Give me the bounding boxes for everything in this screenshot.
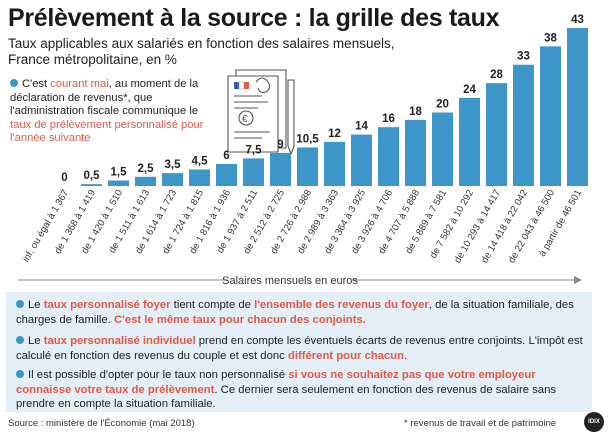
bullet-individuel: Le taux personnalisé individuel prend en… xyxy=(16,334,586,363)
bar-value-label-9: 10,5 xyxy=(296,133,319,145)
bar-17 xyxy=(513,64,534,186)
bullet-dot-icon xyxy=(16,370,24,378)
bar-value-label-18: 38 xyxy=(544,32,557,44)
note-text-2: , au moment de la déclaration de revenus… xyxy=(10,78,199,118)
bar-value-label-13: 18 xyxy=(409,106,422,118)
bar-value-label-1: 0,5 xyxy=(84,170,101,182)
bullet-highlight: si vous ne souhaitez pas que votre emplo… xyxy=(16,369,536,396)
bar-value-label-6: 6 xyxy=(223,150,229,162)
bullet-dot-icon xyxy=(16,300,24,308)
note-text-1: C'est xyxy=(22,78,51,90)
bullet-highlight: différent pour chacun xyxy=(287,349,405,362)
bullet-non-personnalise: Il est possible d'opter pour le taux non… xyxy=(16,368,586,412)
bullet-text: tient compte de xyxy=(170,299,255,311)
bullet-text: Il est possible d'opter pour le taux non… xyxy=(28,369,289,381)
bar-8 xyxy=(270,152,291,186)
bar-value-label-11: 14 xyxy=(355,121,368,133)
x-axis-title: Salaires mensuels en euros xyxy=(222,275,358,287)
bar-value-label-7: 7,5 xyxy=(246,144,263,156)
bar-value-label-15: 24 xyxy=(463,84,476,96)
bar-18 xyxy=(540,46,561,186)
bullet-highlight: taux personnalisé individuel xyxy=(43,335,196,347)
info-box: Le taux personnalisé foyer tient compte … xyxy=(6,292,592,412)
bullet-text: . Ce dernier sera seulement en fonction … xyxy=(16,383,557,411)
bar-15 xyxy=(459,97,480,186)
intro-note: C'est courant mai, au moment de la décla… xyxy=(10,78,210,146)
bar-value-label-3: 2,5 xyxy=(138,163,155,175)
bullet-text: prend en compte les éventuels écarts de … xyxy=(16,335,583,362)
bullet-highlight: taux personnalisé foyer xyxy=(43,299,171,311)
bar-16 xyxy=(486,83,507,186)
svg-text:€: € xyxy=(242,114,248,125)
bullet-dot-icon xyxy=(16,336,24,344)
bullet-foyer: Le taux personnalisé foyer tient compte … xyxy=(16,298,586,327)
bar-19 xyxy=(567,28,588,186)
bullet-highlight: C'est le même taux pour chacun des conjo… xyxy=(113,313,366,326)
note-highlight-month: courant mai xyxy=(50,78,109,90)
idix-logo: IDIX xyxy=(584,412,604,432)
arrow-head-icon xyxy=(574,276,582,284)
page-title: Prélèvement à la source : la grille des … xyxy=(8,4,500,32)
bar-value-label-12: 16 xyxy=(382,113,395,125)
bar-10 xyxy=(324,141,345,186)
note-highlight-rate: taux de prélèvement personnalisé pour l'… xyxy=(10,118,204,145)
bar-value-label-8: 9 xyxy=(277,139,283,151)
bar-7 xyxy=(243,158,264,186)
rate-bar-chart: € 0 0,5 1,5 2,5 3,5 4,5 6 7,5 9 10,5 12 14 16 18 20 24 2… xyxy=(18,14,588,287)
tax-form-icon: € xyxy=(227,69,295,156)
bullet-text: . xyxy=(404,349,408,362)
bar-1 xyxy=(81,184,102,186)
bar-11 xyxy=(351,134,372,186)
bar-13 xyxy=(405,119,426,186)
bullet-text: Le xyxy=(28,335,44,347)
bar-4 xyxy=(162,173,183,186)
bar-value-label-10: 12 xyxy=(328,128,341,140)
bar-value-label-0: 0 xyxy=(61,172,67,184)
bullet-text: , de la situation familiale, des charges… xyxy=(16,299,574,326)
bar-2 xyxy=(108,180,129,186)
bar-12 xyxy=(378,127,399,186)
footnote: * revenus de travail et de patrimoine xyxy=(404,418,557,429)
bar-value-label-17: 33 xyxy=(517,51,530,63)
bar-value-label-4: 3,5 xyxy=(165,159,182,171)
bar-value-label-19: 43 xyxy=(571,14,584,26)
bar-3 xyxy=(135,176,156,186)
source-note: Source : ministère de l'Économie (mai 20… xyxy=(8,418,195,429)
bar-6 xyxy=(216,163,237,186)
page-subtitle: Taux applicables aux salariés en fonctio… xyxy=(8,36,395,67)
bar-14 xyxy=(432,112,453,186)
bullet-highlight: l'ensemble des revenus du foyer xyxy=(254,299,429,311)
bar-value-label-16: 28 xyxy=(490,69,503,81)
bullet-text: Le xyxy=(28,299,44,311)
bullet-dot-icon xyxy=(10,79,18,87)
bar-value-label-2: 1,5 xyxy=(111,166,128,178)
bar-value-label-14: 20 xyxy=(436,99,449,111)
bar-9 xyxy=(297,147,318,186)
bar-value-label-5: 4,5 xyxy=(192,155,209,167)
bar-5 xyxy=(189,169,210,186)
